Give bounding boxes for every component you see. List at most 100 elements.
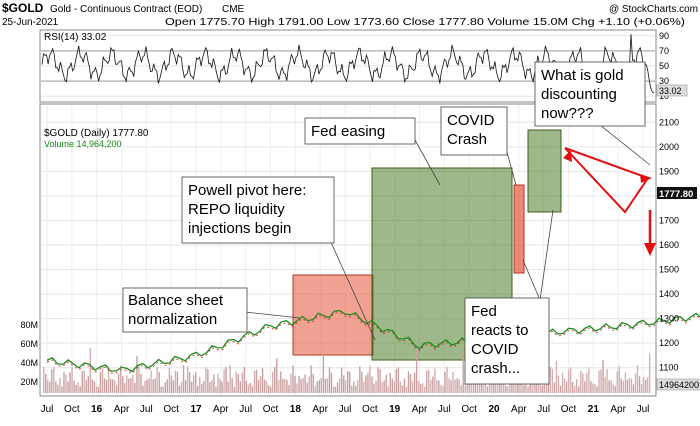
volume-bar <box>239 381 241 393</box>
x-tick-label: 18 <box>290 404 302 415</box>
volume-bar <box>332 386 335 393</box>
volume-bar <box>294 376 296 393</box>
volume-bar <box>73 380 75 393</box>
volume-bar <box>490 380 493 393</box>
volume-bar <box>288 385 290 393</box>
volume-bar <box>292 365 294 393</box>
volume-bar <box>567 369 570 393</box>
volume-bar <box>452 371 454 393</box>
volume-bar <box>223 369 225 393</box>
volume-bar <box>592 383 594 393</box>
covid-crash-box <box>513 184 525 274</box>
price-tick-label: 1200 <box>659 338 679 348</box>
volume-bar <box>310 365 312 393</box>
volume-bar <box>243 366 246 393</box>
volume-bar <box>630 378 633 393</box>
volume-bar <box>43 367 45 393</box>
volume-bar <box>190 381 193 393</box>
volume-bar <box>176 371 179 393</box>
volume-bar <box>478 382 481 393</box>
volume-bar <box>598 370 600 393</box>
volume-bar <box>205 367 207 393</box>
connector-powell <box>329 239 376 341</box>
price-tick-label: 1300 <box>659 314 679 324</box>
volume-bar <box>166 379 169 393</box>
volume-bar <box>610 380 612 393</box>
volume-bar <box>101 366 104 393</box>
volume-bar <box>314 386 316 393</box>
rsi-last-badge <box>656 84 688 97</box>
volume-bar <box>373 383 375 393</box>
volume-bar <box>300 379 302 393</box>
volume-bar <box>162 386 164 393</box>
volume-bar <box>545 383 548 393</box>
rsi-tick-label: 50 <box>659 61 669 71</box>
x-tick-label: Apr <box>511 404 527 415</box>
volume-bar <box>421 383 424 393</box>
x-tick-label: Oct <box>263 404 279 415</box>
annotation-line: injections begin <box>188 220 291 237</box>
volume-bar <box>146 379 148 393</box>
volume-bar <box>201 384 203 393</box>
volume-bar <box>357 380 359 393</box>
triangle-arrow-right <box>640 174 652 183</box>
annotation-line: Fed <box>471 303 497 320</box>
volume-bar <box>628 377 631 393</box>
volume-bar <box>640 384 643 393</box>
volume-bar <box>71 366 73 393</box>
volume-bar <box>632 384 635 393</box>
volume-bar <box>188 372 191 393</box>
x-tick-label: Oct <box>461 404 477 415</box>
x-tick-label: 19 <box>389 404 401 415</box>
volume-bar <box>379 369 381 393</box>
volume-bar <box>636 365 639 393</box>
volume-bar <box>472 379 475 393</box>
volume-bar <box>527 386 529 393</box>
volume-bar <box>235 371 237 393</box>
volume-bar <box>499 378 501 393</box>
volume-bar <box>276 358 278 393</box>
volume-bar <box>573 386 576 393</box>
volume-bar <box>207 369 209 393</box>
volume-bar <box>393 381 396 393</box>
volume-bar <box>582 373 584 393</box>
volume-bar <box>304 374 306 393</box>
price-tick-label: 1100 <box>659 363 678 373</box>
volume-bar <box>113 380 116 393</box>
volume-bar <box>286 379 288 393</box>
volume-bar <box>45 374 47 393</box>
volume-bar <box>160 386 162 393</box>
volume-bar <box>178 385 181 393</box>
volume-tick-label: 40M <box>20 358 38 368</box>
volume-bar <box>233 386 235 393</box>
x-tick-label: Jul <box>239 404 252 415</box>
volume-bar <box>336 382 339 393</box>
volume-bar <box>274 366 276 393</box>
volume-bar <box>401 385 404 393</box>
annotation-line: REPO liquidity <box>188 201 285 218</box>
volume-bar <box>361 371 363 393</box>
volume-bar <box>347 370 349 393</box>
volume-bar <box>492 377 495 393</box>
volume-bar <box>334 386 337 393</box>
price-line-red-segments <box>46 312 700 375</box>
last-price-label: 1777.80 <box>659 189 693 200</box>
volume-bar <box>549 367 552 393</box>
volume-bar <box>199 377 201 393</box>
volume-bar <box>349 371 351 393</box>
volume-bar <box>53 367 55 393</box>
volume-bar <box>448 378 450 393</box>
volume-bar <box>134 382 136 393</box>
volume-bar <box>602 360 604 393</box>
volume-bar <box>326 378 329 393</box>
volume-bar <box>565 381 568 393</box>
volume-bar <box>407 371 410 393</box>
volume-bar <box>355 385 357 393</box>
volume-bar <box>99 372 102 393</box>
x-tick-label: Apr <box>114 404 130 415</box>
last-volume-label: 14964200 <box>659 380 699 390</box>
volume-bar <box>105 379 108 393</box>
volume-bar <box>109 378 112 393</box>
volume-bar <box>446 366 448 393</box>
